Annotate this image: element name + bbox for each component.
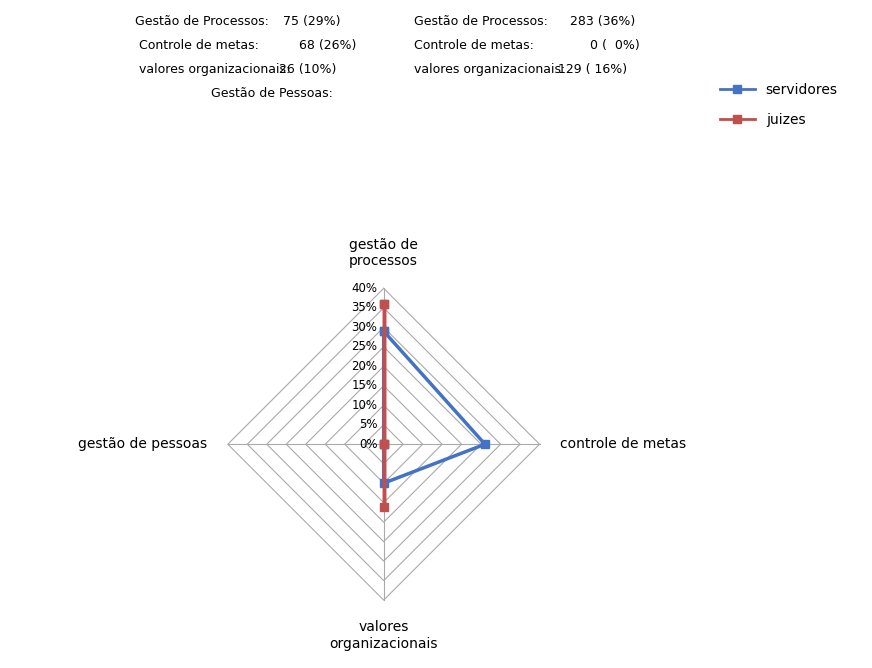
Text: 68 (26%): 68 (26%) <box>275 39 356 51</box>
Text: Gestão de Processos:: Gestão de Processos: <box>135 15 269 27</box>
Text: 0%: 0% <box>359 438 378 451</box>
Text: gestão de pessoas: gestão de pessoas <box>78 438 208 451</box>
Text: 30%: 30% <box>351 321 378 334</box>
Text: Controle de metas:: Controle de metas: <box>135 39 259 51</box>
Text: 283 (36%): 283 (36%) <box>554 15 635 27</box>
Text: controle de metas: controle de metas <box>560 438 686 451</box>
Text: 40%: 40% <box>351 282 378 295</box>
Text: 35%: 35% <box>351 301 378 315</box>
Text: Gestão de Pessoas:: Gestão de Pessoas: <box>135 87 333 100</box>
Text: valores organizacionais:: valores organizacionais: <box>414 63 565 75</box>
Text: 20%: 20% <box>351 360 378 373</box>
Text: 5%: 5% <box>359 418 378 432</box>
Text: gestão de
processos: gestão de processos <box>350 238 418 268</box>
Text: 0 (  0%): 0 ( 0%) <box>554 39 639 51</box>
Text: 75 (29%): 75 (29%) <box>275 15 340 27</box>
Text: Controle de metas:: Controle de metas: <box>414 39 534 51</box>
Text: 26 (10%): 26 (10%) <box>275 63 336 75</box>
Text: valores
organizacionais: valores organizacionais <box>330 621 438 651</box>
Legend: servidores, juizes: servidores, juizes <box>714 77 843 133</box>
Text: 129 ( 16%): 129 ( 16%) <box>554 63 627 75</box>
Text: Gestão de Processos:: Gestão de Processos: <box>414 15 548 27</box>
Text: valores organizacionais:: valores organizacionais: <box>135 63 290 75</box>
Text: 15%: 15% <box>351 379 378 392</box>
Text: 25%: 25% <box>351 340 378 353</box>
Text: 10%: 10% <box>351 399 378 411</box>
